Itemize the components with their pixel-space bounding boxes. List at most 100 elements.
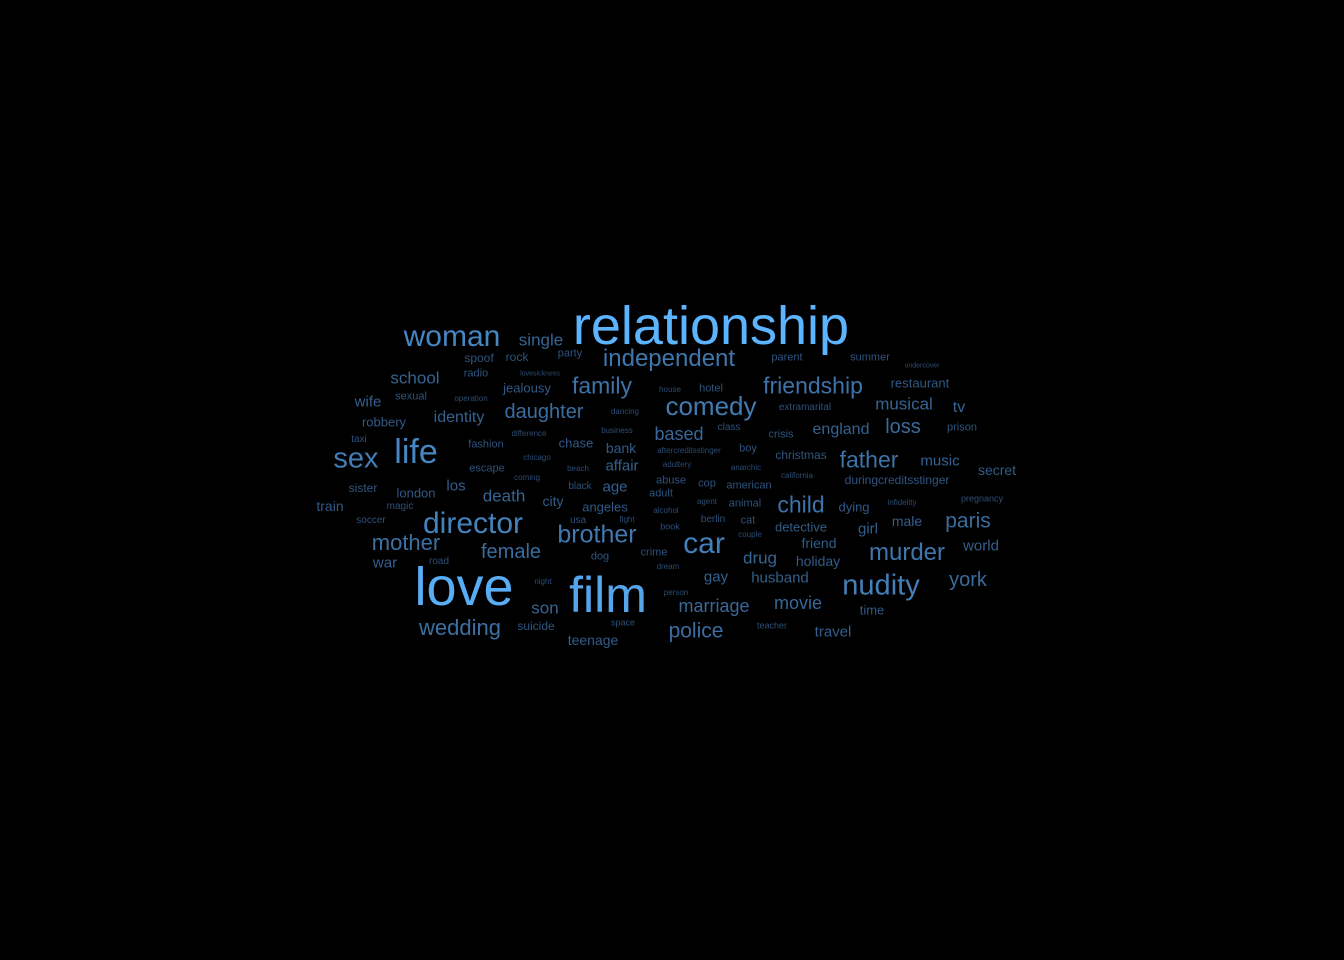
- word-angeles: angeles: [582, 499, 628, 515]
- word-dying: dying: [838, 499, 870, 515]
- word-beach: beach: [567, 464, 589, 473]
- word-time: time: [859, 602, 885, 618]
- word-life: life: [394, 433, 438, 471]
- word-parent: parent: [771, 351, 803, 364]
- word-escape: escape: [469, 462, 505, 475]
- word-war: war: [372, 554, 398, 572]
- word-couple: couple: [738, 530, 762, 539]
- word-tv: tv: [952, 399, 966, 416]
- word-alcohol: alcohol: [653, 506, 679, 515]
- word-wife: wife: [354, 393, 382, 411]
- word-cat: cat: [740, 514, 756, 527]
- word-summer: summer: [850, 351, 890, 364]
- word-mother: mother: [371, 530, 441, 555]
- word-music: music: [920, 452, 960, 470]
- word-taxi: taxi: [351, 434, 367, 445]
- word-nudity: nudity: [842, 569, 920, 602]
- word-female: female: [480, 541, 542, 563]
- word-musical: musical: [875, 394, 933, 414]
- word-york: york: [949, 569, 987, 591]
- word-crisis: crisis: [768, 428, 794, 441]
- word-pregnancy: pregnancy: [960, 493, 1004, 504]
- word-girl: girl: [857, 520, 879, 538]
- word-england: england: [812, 421, 870, 438]
- word-restaurant: restaurant: [890, 375, 950, 391]
- word-party: party: [557, 347, 583, 360]
- word-robbery: robbery: [361, 414, 407, 430]
- word-agent: agent: [696, 497, 718, 506]
- word-dream: dream: [656, 562, 680, 571]
- word-house: house: [659, 385, 681, 394]
- word-london: london: [396, 485, 436, 501]
- word-murder: murder: [868, 539, 946, 566]
- word-dog: dog: [590, 550, 610, 563]
- word-berlin: berlin: [700, 514, 726, 525]
- word-age: age: [602, 478, 628, 496]
- word-anarchic: anarchic: [730, 463, 762, 472]
- word-based: based: [654, 424, 704, 444]
- word-gay: gay: [703, 568, 729, 586]
- word-travel: travel: [814, 623, 852, 641]
- word-space: space: [610, 617, 636, 628]
- word-cop: cop: [698, 477, 716, 490]
- word-business: business: [601, 426, 633, 435]
- word-jealousy: jealousy: [503, 380, 551, 396]
- word-american: american: [726, 479, 772, 492]
- word-aftercreditsstinger: aftercreditsstinger: [657, 446, 721, 455]
- word-adult: adult: [649, 487, 673, 500]
- word-undercover: undercover: [904, 362, 940, 370]
- word-world: world: [963, 537, 999, 555]
- word-secret: secret: [977, 462, 1017, 478]
- word-person: person: [663, 588, 689, 597]
- word-daughter: daughter: [504, 401, 584, 423]
- word-coming: coming: [514, 473, 540, 482]
- word-difference: difference: [511, 429, 547, 438]
- word-dancing: dancing: [610, 407, 640, 416]
- word-spoof: spoof: [464, 351, 494, 365]
- word-abuse: abuse: [656, 474, 686, 487]
- word-rock: rock: [505, 350, 529, 364]
- word-duringcreditsstinger: duringcreditsstinger: [844, 473, 950, 487]
- word-death: death: [482, 486, 526, 506]
- word-chase: chase: [558, 435, 594, 451]
- word-book: book: [660, 521, 680, 532]
- word-relationship: relationship: [572, 296, 850, 356]
- word-los: los: [446, 477, 466, 495]
- word-city: city: [542, 493, 564, 509]
- word-suicide: suicide: [517, 619, 555, 633]
- word-son: son: [531, 598, 559, 618]
- word-drug: drug: [742, 548, 778, 568]
- word-husband: husband: [751, 569, 809, 587]
- word-adultery: adultery: [662, 460, 692, 469]
- word-animal: animal: [728, 497, 762, 510]
- word-single: single: [518, 330, 564, 350]
- word-teenage: teenage: [567, 632, 619, 648]
- word-hotel: hotel: [699, 382, 723, 395]
- word-friend: friend: [801, 535, 837, 551]
- word-road: road: [428, 556, 450, 567]
- word-fashion: fashion: [468, 438, 504, 451]
- word-bank: bank: [605, 440, 637, 456]
- word-affair: affair: [605, 457, 639, 475]
- word-prison: prison: [947, 421, 977, 434]
- word-woman: woman: [403, 320, 501, 353]
- word-child: child: [777, 491, 825, 518]
- word-wedding: wedding: [419, 615, 501, 640]
- word-extramarital: extramarital: [778, 402, 832, 413]
- word-holiday: holiday: [795, 553, 841, 569]
- word-friendship: friendship: [763, 372, 863, 399]
- word-marriage: marriage: [678, 596, 750, 616]
- word-school: school: [390, 368, 440, 388]
- word-comedy: comedy: [665, 391, 757, 421]
- word-train: train: [316, 498, 344, 514]
- word-christmas: christmas: [775, 448, 827, 462]
- word-paris: paris: [945, 509, 991, 533]
- word-car: car: [683, 527, 725, 560]
- word-police: police: [668, 619, 724, 643]
- word-lovesickness: lovesickness: [520, 370, 560, 378]
- word-identity: identity: [433, 409, 485, 426]
- word-radio: radio: [463, 367, 489, 380]
- word-movie: movie: [773, 593, 823, 613]
- word-soccer: soccer: [356, 515, 386, 526]
- word-brother: brother: [557, 520, 637, 549]
